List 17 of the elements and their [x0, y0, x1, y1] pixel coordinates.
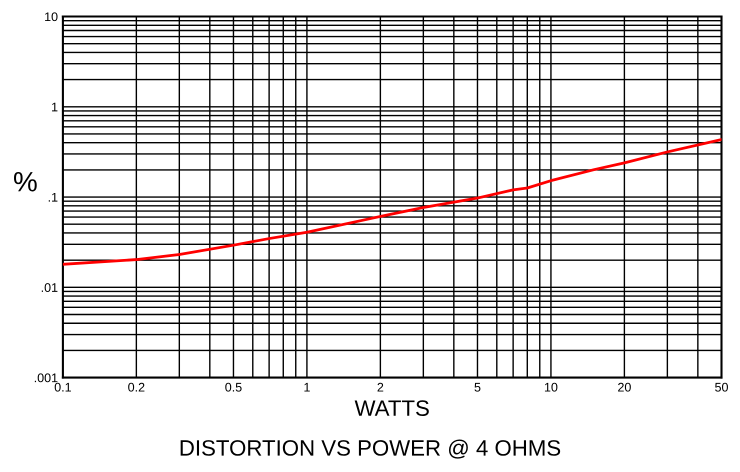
x-axis-title: WATTS [354, 400, 429, 416]
text: DISTORTION VS POWER @ 4 OHMS [180, 439, 560, 459]
y-tick-label: 10 [45, 12, 58, 22]
x-tick-label: 0.5 [225, 382, 242, 392]
y-tick-label: .001 [34, 373, 58, 382]
y-tick-label: .01 [42, 283, 58, 292]
y-axis-title: % [14, 172, 37, 192]
x-tick-label: 1 [304, 382, 310, 392]
x-tick-label: 20 [618, 382, 631, 392]
y-tick-label: 1 [52, 102, 58, 112]
x-tick-label: 50 [715, 382, 728, 392]
x-tick-label: 10 [544, 382, 558, 392]
x-tick-label: 5 [474, 382, 480, 392]
x-tick-label: 0.1 [54, 382, 71, 392]
x-tick-label: 2 [378, 382, 384, 392]
y-tick-label: .1 [48, 192, 58, 202]
x-tick-label: 0.2 [128, 382, 144, 392]
